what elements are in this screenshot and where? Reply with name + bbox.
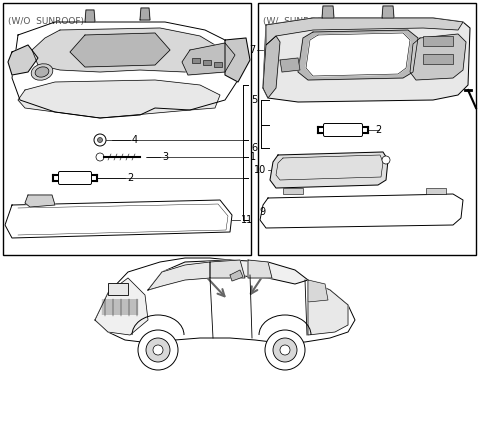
Circle shape [97,138,103,143]
Circle shape [273,338,297,362]
Circle shape [265,330,305,370]
Polygon shape [8,45,38,75]
Bar [108,283,128,295]
Polygon shape [260,194,463,228]
Ellipse shape [31,64,53,80]
Bar [423,54,453,64]
Polygon shape [12,22,238,118]
Circle shape [146,338,170,362]
Bar [423,36,453,46]
Text: 2: 2 [375,125,381,135]
Bar [3,3,251,255]
Polygon shape [266,18,463,45]
Polygon shape [5,200,232,238]
Polygon shape [85,10,95,22]
Polygon shape [308,280,348,335]
Text: 6: 6 [251,143,257,153]
Text: 2: 2 [127,173,133,183]
Text: 7: 7 [249,45,255,55]
Circle shape [280,345,290,355]
Polygon shape [322,6,334,18]
Polygon shape [210,260,245,278]
Text: 4: 4 [132,135,138,145]
Polygon shape [410,34,466,80]
Polygon shape [225,38,250,82]
Bar [426,188,446,194]
Text: 9: 9 [260,207,266,217]
Polygon shape [140,8,150,20]
FancyBboxPatch shape [59,171,92,185]
Bar [258,3,476,255]
Polygon shape [248,260,272,278]
Polygon shape [70,33,170,67]
Text: 1: 1 [250,152,256,162]
Polygon shape [25,195,55,207]
Text: 10: 10 [254,165,266,175]
Polygon shape [306,33,410,76]
Polygon shape [95,258,355,343]
Polygon shape [298,30,418,80]
Polygon shape [270,152,388,188]
Polygon shape [182,43,235,75]
Polygon shape [280,58,300,72]
Circle shape [96,153,104,161]
Polygon shape [263,36,280,98]
Text: (W/  SUNROOF): (W/ SUNROOF) [263,17,332,26]
Circle shape [382,156,390,164]
Polygon shape [148,262,210,290]
Circle shape [138,330,178,370]
Text: 3: 3 [162,152,168,162]
Ellipse shape [35,67,49,77]
Polygon shape [263,18,470,102]
Text: 11: 11 [241,215,253,225]
Polygon shape [230,270,243,281]
Polygon shape [32,28,220,72]
Polygon shape [308,280,328,302]
Circle shape [153,345,163,355]
Bar [203,60,211,65]
FancyBboxPatch shape [324,123,362,136]
Polygon shape [382,6,394,18]
Polygon shape [95,278,148,335]
Circle shape [94,134,106,146]
Bar [214,62,222,67]
Polygon shape [148,260,308,290]
Polygon shape [18,80,220,118]
Bar [192,58,200,63]
Text: (W/O  SUNROOF): (W/O SUNROOF) [8,17,84,26]
Bar [283,188,303,194]
Text: 5: 5 [251,95,257,105]
